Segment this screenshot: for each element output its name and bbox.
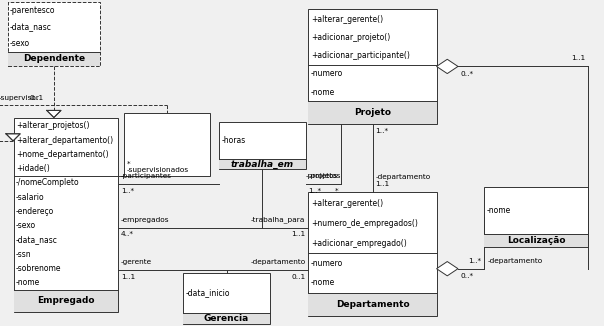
Text: 0..*: 0..* [460,70,474,77]
Text: +adicionar_empregado(): +adicionar_empregado() [311,239,406,248]
Text: +adicionar_projeto(): +adicionar_projeto() [311,33,390,42]
Text: 4..*: 4..* [121,231,134,237]
FancyBboxPatch shape [219,123,306,170]
Text: Empregado: Empregado [37,296,95,305]
Text: 0..1: 0..1 [29,95,43,101]
FancyBboxPatch shape [484,187,588,247]
Text: 1..1: 1..1 [571,55,585,61]
Text: trabalha_em: trabalha_em [231,160,294,169]
Text: -nome: -nome [311,278,335,288]
Text: -numero: -numero [311,259,343,268]
Text: -ssn: -ssn [16,249,31,259]
Text: 1..*: 1..* [468,258,481,264]
Text: 1..1: 1..1 [121,274,135,280]
Text: +nome_departamento(): +nome_departamento() [16,150,109,159]
Text: Dependente: Dependente [23,54,85,63]
Text: +alterar_departamento(): +alterar_departamento() [16,136,113,145]
Polygon shape [437,59,458,74]
Text: -gerente: -gerente [121,259,152,265]
Text: 1..*: 1..* [121,187,134,194]
FancyBboxPatch shape [184,313,270,324]
Polygon shape [437,261,458,276]
Text: 1..*: 1..* [376,127,388,134]
FancyBboxPatch shape [309,192,437,316]
Text: -departamento: -departamento [250,259,306,265]
Text: 0..1: 0..1 [291,274,306,280]
FancyBboxPatch shape [184,274,270,324]
FancyBboxPatch shape [309,101,437,124]
Text: -projetos: -projetos [305,173,338,179]
Text: 1..1: 1..1 [376,181,390,187]
Polygon shape [6,134,20,141]
FancyBboxPatch shape [14,289,118,312]
Text: -nome: -nome [16,278,40,287]
Text: -sexo: -sexo [16,221,36,230]
Polygon shape [47,111,61,118]
Text: Gerencia: Gerencia [204,314,249,323]
FancyBboxPatch shape [484,234,588,247]
Text: *: * [127,161,130,167]
Text: +numero_de_empregados(): +numero_de_empregados() [311,219,418,228]
FancyBboxPatch shape [8,2,100,66]
FancyBboxPatch shape [309,293,437,316]
Text: -sexo: -sexo [10,39,30,48]
Text: -endereço: -endereço [16,207,54,216]
Text: -numero: -numero [311,69,343,79]
Text: +alterar_projetos(): +alterar_projetos() [16,122,89,130]
FancyBboxPatch shape [8,52,100,66]
Text: -data_inicio: -data_inicio [186,289,230,298]
Text: -data_nasc: -data_nasc [16,235,58,244]
Text: *: * [335,187,338,194]
Text: -trabalha_para: -trabalha_para [251,216,306,223]
Text: -participantes: -participantes [121,173,172,179]
Text: -supervisionados: -supervisionados [127,167,189,173]
Text: 1..1: 1..1 [291,231,306,237]
Text: Projeto: Projeto [354,108,391,117]
Text: Departamento: Departamento [336,300,410,309]
Text: -projetos: -projetos [309,173,341,179]
Text: +adicionar_participante(): +adicionar_participante() [311,51,410,60]
Text: -sobrenome: -sobrenome [16,264,62,273]
Text: -/nomeCompleto: -/nomeCompleto [16,178,80,187]
Text: -parentesco: -parentesco [10,6,56,15]
Text: -empregados: -empregados [121,217,169,223]
Text: 0..*: 0..* [460,273,474,279]
Text: -departamento: -departamento [376,174,431,180]
Text: 1..*: 1..* [308,187,321,194]
Text: -data_nasc: -data_nasc [10,22,52,32]
FancyBboxPatch shape [14,118,118,312]
Text: -nome: -nome [311,88,335,97]
FancyBboxPatch shape [309,9,437,124]
Text: -supervisor: -supervisor [0,95,40,101]
Text: +alterar_gerente(): +alterar_gerente() [311,15,383,24]
Text: -nome: -nome [487,206,511,215]
Text: Localização: Localização [507,236,565,245]
Text: -horas: -horas [222,136,246,145]
Text: -salario: -salario [16,193,45,201]
Text: +idade(): +idade() [16,164,50,173]
FancyBboxPatch shape [124,113,210,176]
FancyBboxPatch shape [219,159,306,170]
Text: -departamento: -departamento [487,258,542,264]
Text: +alterar_gerente(): +alterar_gerente() [311,199,383,208]
